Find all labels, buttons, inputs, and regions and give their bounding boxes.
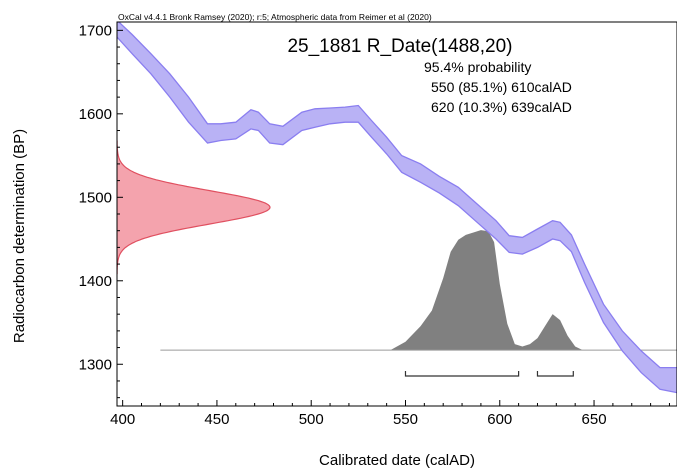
axes: 400 450 500 550 600 650 1300 1400 1500 1600 1700 bbox=[79, 22, 670, 428]
range-bracket-2 bbox=[536, 371, 574, 377]
y-tick-label: 1300 bbox=[79, 356, 112, 373]
y-tick-label: 1500 bbox=[79, 189, 112, 206]
y-axis-label: Radiocarbon determination (BP) bbox=[11, 129, 28, 343]
plot-area bbox=[117, 22, 677, 394]
x-tick-label: 600 bbox=[487, 411, 512, 428]
radiocarbon-distribution-outline bbox=[117, 140, 271, 275]
x-tick-label: 500 bbox=[299, 411, 324, 428]
range-bracket-1 bbox=[404, 371, 520, 377]
y-tick-label: 1600 bbox=[79, 106, 112, 123]
software-header: OxCal v4.4.1 Bronk Ramsey (2020); r:5; A… bbox=[118, 12, 432, 22]
x-tick-label: 450 bbox=[204, 411, 229, 428]
calibration-curve-lower bbox=[117, 36, 677, 394]
y-tick-label: 1400 bbox=[79, 273, 112, 290]
range-label-2: 620 (10.3%) 639calAD bbox=[431, 99, 572, 115]
x-axis-label: Calibrated date (calAD) bbox=[319, 452, 475, 469]
x-tick-label: 550 bbox=[393, 411, 418, 428]
range-label-1: 550 (85.1%) 610calAD bbox=[431, 79, 572, 95]
plot-content bbox=[117, 22, 677, 394]
calibration-curve-band bbox=[117, 22, 677, 393]
x-tick-label: 400 bbox=[110, 411, 135, 428]
probability-label: 95.4% probability bbox=[424, 59, 531, 75]
radiocarbon-distribution bbox=[117, 140, 270, 275]
chart-title: 25_1881 R_Date(1488,20) bbox=[287, 36, 512, 57]
y-tick-label: 1700 bbox=[79, 22, 112, 39]
calibrated-distribution bbox=[160, 230, 677, 351]
calibration-curve-upper bbox=[117, 22, 677, 369]
x-tick-label: 650 bbox=[582, 411, 607, 428]
